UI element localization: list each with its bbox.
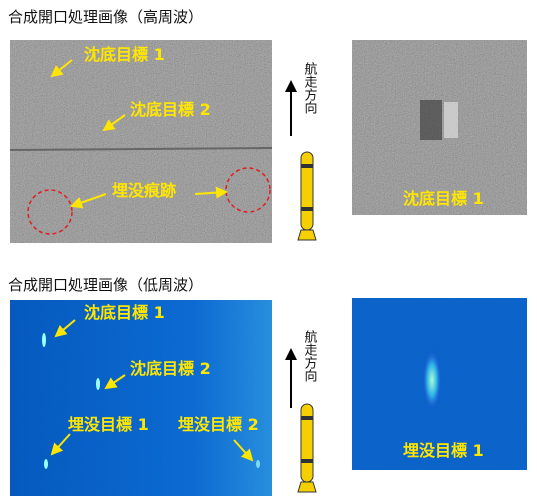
target-label: 沈底目標 2 (130, 359, 211, 378)
target-label: 埋没目標 1 (68, 415, 149, 434)
sonar-image-high (10, 40, 272, 243)
figure: 合成開口処理画像（高周波） 沈底目標 1 沈底目標 2 埋没痕跡 航走方向 沈底… (0, 0, 537, 496)
target-label: 埋没痕跡 (112, 181, 176, 200)
target-label: 沈底目標 1 (84, 45, 165, 64)
vehicle-icon (298, 404, 316, 492)
inset-label: 埋没目標 1 (403, 441, 484, 460)
sonar-image-low (10, 300, 272, 496)
inset-label: 沈底目標 1 (403, 189, 484, 208)
target-label: 沈底目標 2 (130, 100, 211, 119)
title: 合成開口処理画像（高周波） (8, 8, 203, 26)
target-label: 沈底目標 1 (84, 303, 165, 322)
direction-label: 航走方向 (302, 329, 318, 382)
page: 合成開口処理画像（高周波） 沈底目標 1 沈底目標 2 埋没痕跡 航走方向 沈底… (0, 0, 537, 496)
title: 合成開口処理画像（低周波） (8, 276, 203, 294)
direction-label: 航走方向 (302, 61, 318, 114)
vehicle-icon (298, 152, 316, 240)
target-label: 埋没目標 2 (178, 415, 259, 434)
